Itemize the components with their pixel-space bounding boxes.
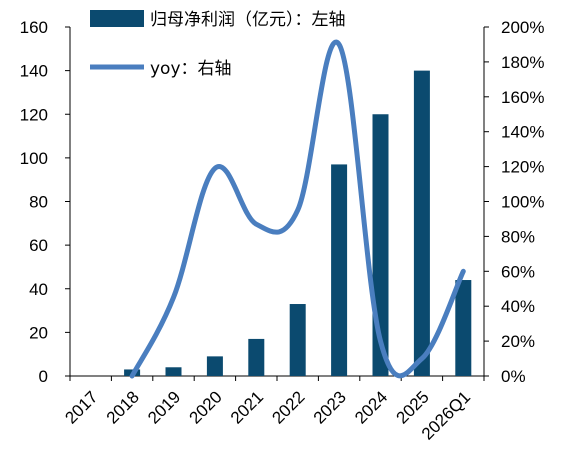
right-tick-label: 160% <box>501 88 544 107</box>
right-tick-label: 40% <box>501 297 535 316</box>
right-tick-label: 100% <box>501 193 544 212</box>
bar-2026Q1 <box>455 280 472 376</box>
right-tick-label: 120% <box>501 158 544 177</box>
bar-2020 <box>206 356 223 376</box>
x-tick-label: 2022 <box>268 387 308 427</box>
x-tick-label: 2024 <box>351 387 391 427</box>
legend-swatch-bar <box>90 10 144 27</box>
bar-2023 <box>331 164 348 376</box>
x-tick-label: 2017 <box>61 387 101 427</box>
x-tick-label: 2018 <box>103 387 143 427</box>
bar-2025 <box>413 70 430 376</box>
right-tick-label: 60% <box>501 262 535 281</box>
right-tick-label: 20% <box>501 332 535 351</box>
left-tick-label: 140 <box>20 62 48 81</box>
left-tick-label: 100 <box>20 149 48 168</box>
left-tick-label: 60 <box>29 236 48 255</box>
right-tick-label: 200% <box>501 18 544 37</box>
left-tick-label: 20 <box>29 323 48 342</box>
right-tick-label: 180% <box>501 53 544 72</box>
bar-2021 <box>248 338 265 376</box>
x-tick-label: 2023 <box>310 387 350 427</box>
left-tick-label: 120 <box>20 105 48 124</box>
x-tick-label: 2021 <box>227 387 267 427</box>
legend-label-line: yoy：右轴 <box>150 59 232 79</box>
left-tick-label: 0 <box>39 367 48 386</box>
right-tick-label: 80% <box>501 227 535 246</box>
x-tick-label: 2019 <box>144 387 184 427</box>
x-tick-label: 2020 <box>186 387 226 427</box>
legend: 归母净利润（亿元）：左轴 yoy：右轴 <box>90 10 346 79</box>
yoy-line <box>129 39 466 379</box>
bar-2022 <box>289 304 306 376</box>
left-tick-label: 40 <box>29 280 48 299</box>
bar-2019 <box>165 367 182 376</box>
left-tick-label: 80 <box>29 193 48 212</box>
right-tick-label: 0% <box>501 367 526 386</box>
left-tick-label: 160 <box>20 18 48 37</box>
legend-label-bar: 归母净利润（亿元）：左轴 <box>150 10 346 30</box>
plot-area: 0 20 40 60 80 100 120 140 160 0% 20% 40% 60% 80% 100% 1… <box>20 18 545 444</box>
right-tick-label: 140% <box>501 123 544 142</box>
